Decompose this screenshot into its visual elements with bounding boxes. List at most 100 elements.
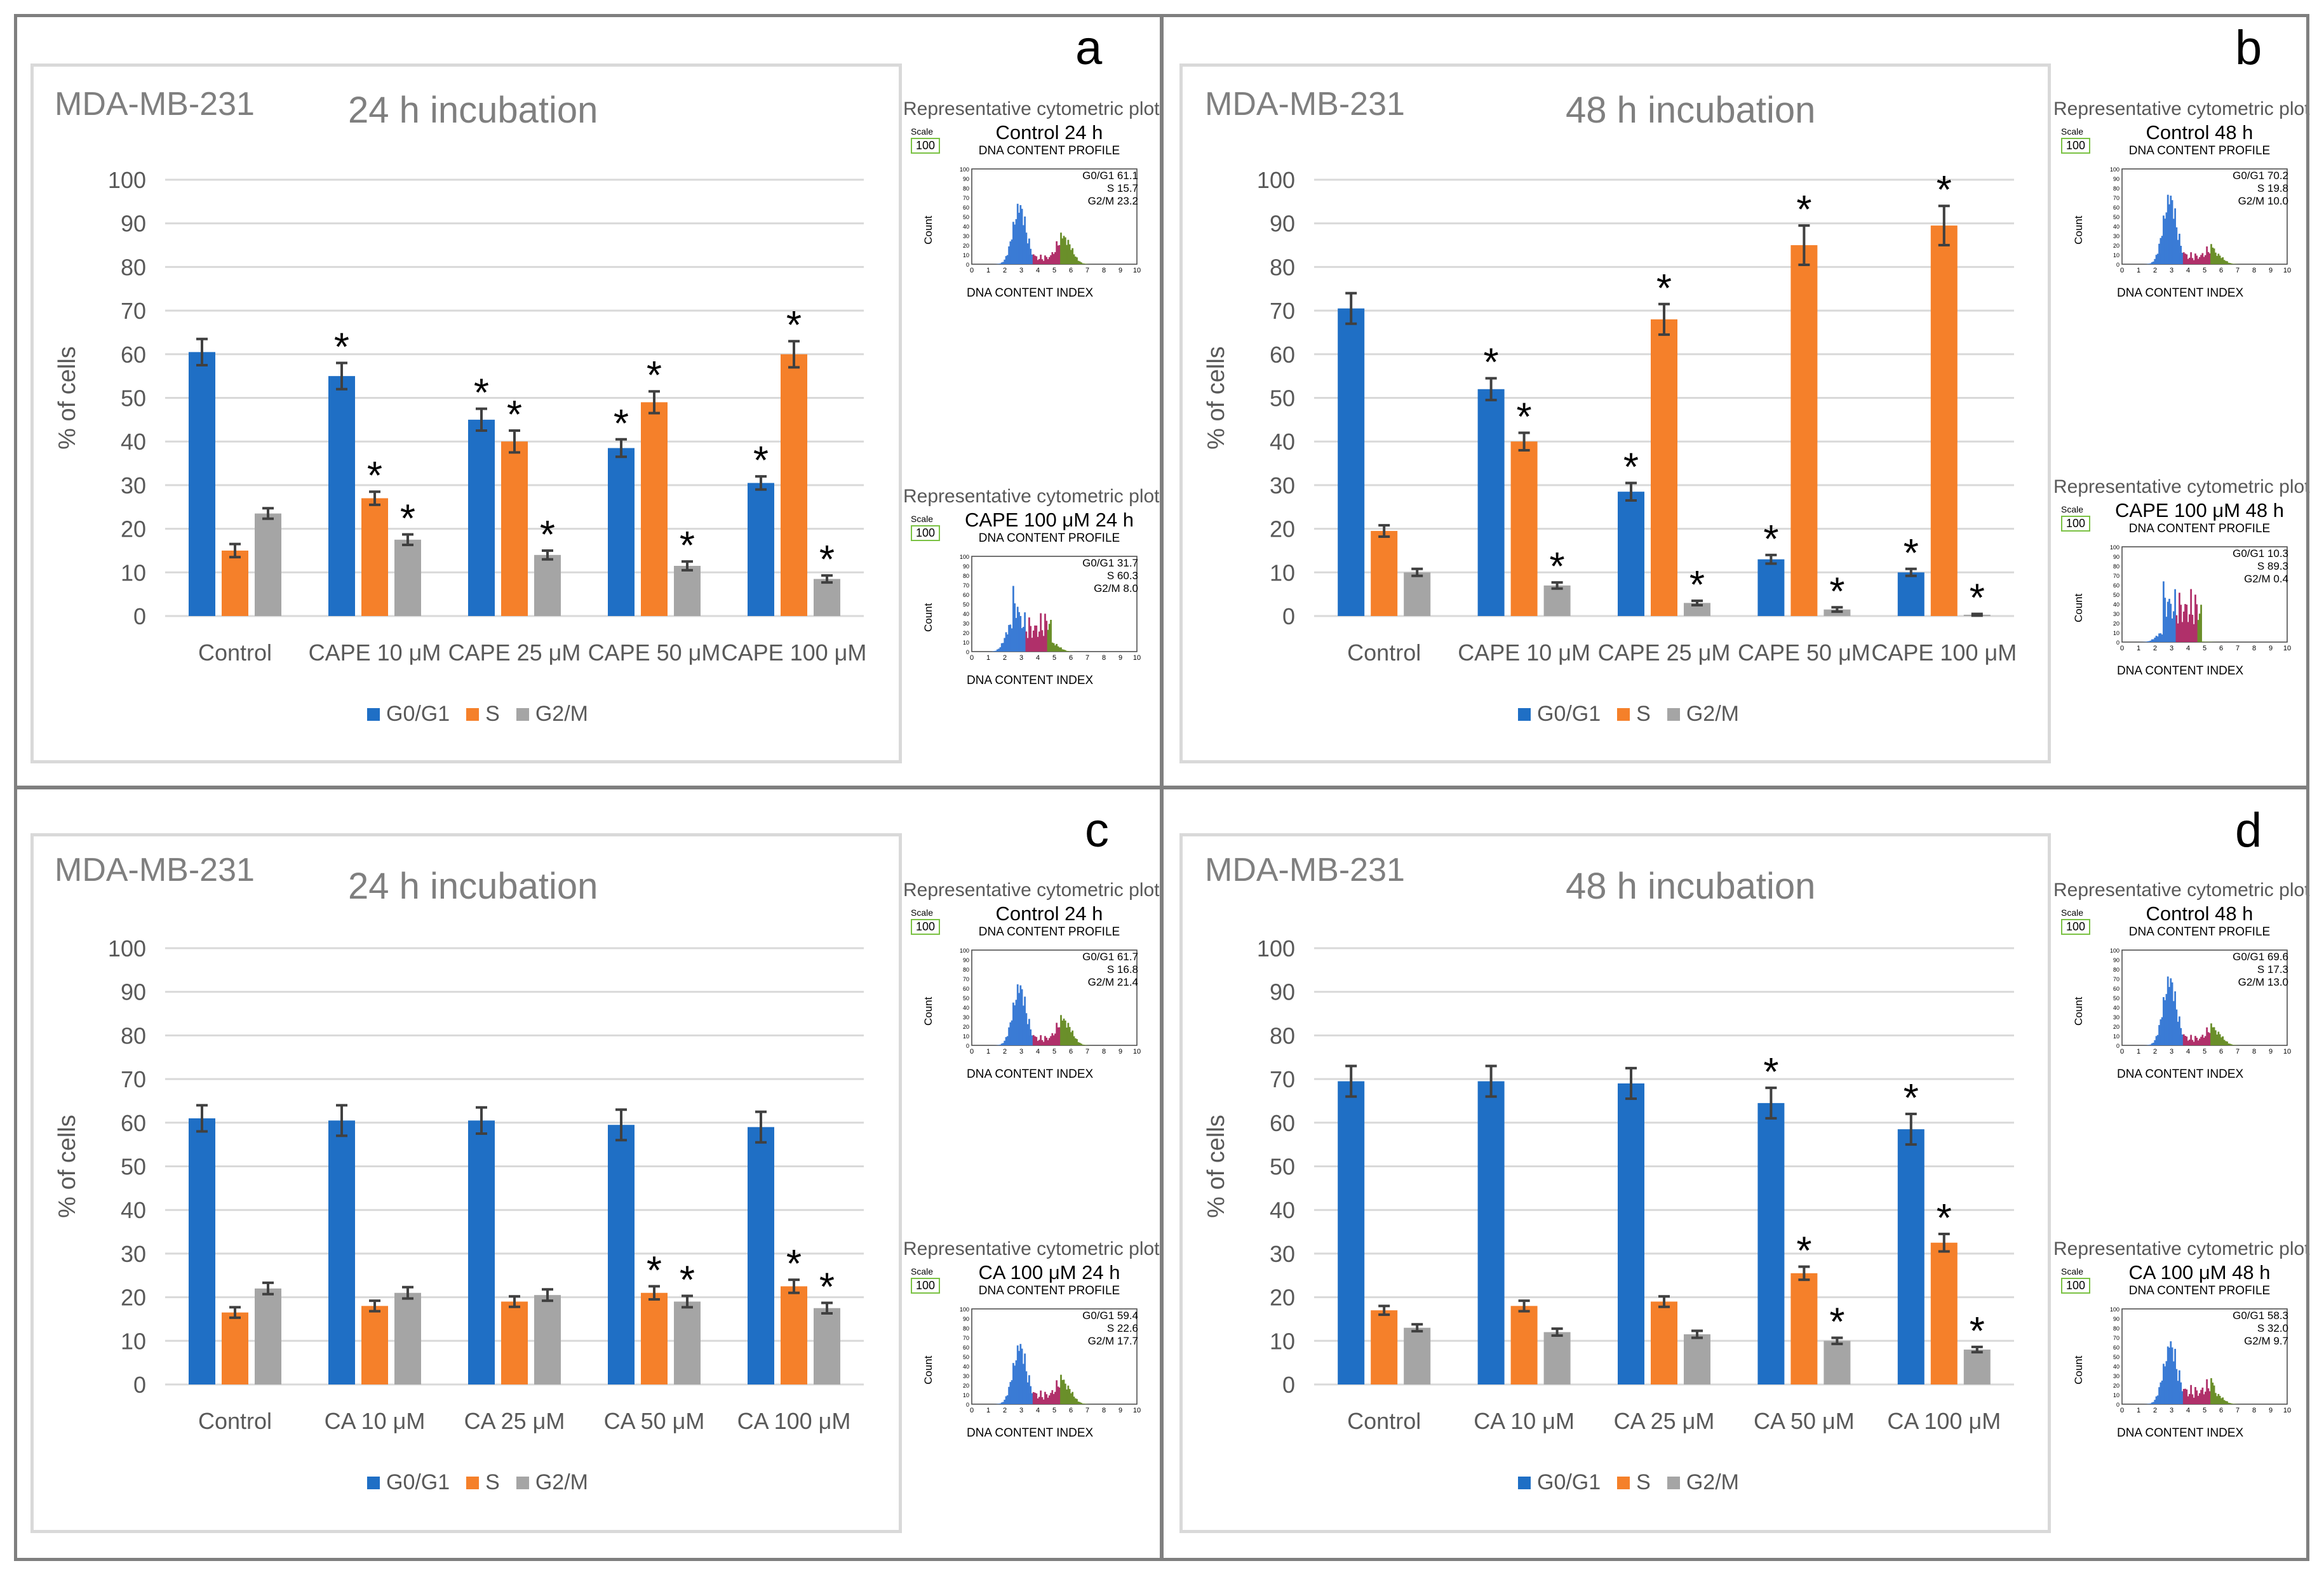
histogram: 00 1 10 2 20 3 30 4 40 5 50 6 60 7 70 8 80 9 90 10 100 xyxy=(960,554,1141,661)
histogram-bar xyxy=(993,650,996,652)
histogram-y-tick: 60 xyxy=(2113,986,2119,992)
histogram-bar xyxy=(2181,1034,2184,1045)
histogram-bar xyxy=(1012,1002,1014,1045)
histogram-y-tick: 80 xyxy=(963,967,969,973)
bar-g0g1 xyxy=(748,483,774,616)
histogram-bar xyxy=(2171,982,2173,1045)
sample-name: CAPE 100 μM 24 h xyxy=(965,509,1134,531)
histogram-x-tick: 7 xyxy=(2236,267,2240,274)
legend-swatch-g2m xyxy=(516,707,529,721)
histogram-x-tick: 0 xyxy=(2120,1407,2124,1414)
histogram-y-tick: 70 xyxy=(2113,1335,2119,1341)
histogram-y-tick: 70 xyxy=(963,582,969,589)
histogram-y-tick: 60 xyxy=(963,592,969,598)
profile-x-label: DNA CONTENT INDEX xyxy=(967,674,1094,687)
y-tick-label: 100 xyxy=(108,935,146,962)
histogram-x-tick: 5 xyxy=(2203,645,2206,652)
histogram-bar xyxy=(2214,1030,2217,1045)
histogram-bar xyxy=(2158,1025,2160,1045)
profile-y-label: Count xyxy=(922,1355,934,1384)
bar-g0g1 xyxy=(1477,389,1505,616)
histogram-bar xyxy=(1009,624,1012,652)
stat-g2m: G2/M 8.0 xyxy=(1094,582,1138,594)
histogram-bar xyxy=(2159,1019,2162,1045)
histogram-bar xyxy=(1047,1397,1049,1404)
x-category-label: CAPE 50 μM xyxy=(588,640,721,666)
histogram-bar xyxy=(1015,219,1018,264)
histogram-bar xyxy=(1056,1380,1058,1404)
y-tick-label: 50 xyxy=(1270,1154,1295,1180)
histogram-y-tick: 90 xyxy=(2113,554,2119,560)
stat-g0g1: G0/G1 61.7 xyxy=(1082,951,1138,963)
bar-g0g1 xyxy=(328,376,355,616)
chart-legend: G0/G1 S G2/M xyxy=(367,1470,588,1495)
histogram-bar xyxy=(1077,1401,1080,1404)
bar-g0g1 xyxy=(1897,572,1924,616)
histogram-x-tick: 6 xyxy=(2219,645,2223,652)
sample-name: CAPE 100 μM 48 h xyxy=(2115,499,2284,521)
histogram-bar xyxy=(2224,260,2227,264)
bar-s xyxy=(1651,319,1677,616)
histogram-bar xyxy=(1031,638,1033,652)
bar-s xyxy=(361,1306,388,1384)
histogram-y-tick: 10 xyxy=(2113,1033,2119,1040)
histogram-y-tick: 30 xyxy=(963,233,969,239)
histogram-bar xyxy=(1054,252,1056,264)
histogram-bar xyxy=(2191,1040,2194,1045)
histogram-x-tick: 9 xyxy=(2269,267,2273,274)
bar-s xyxy=(501,441,528,616)
histogram-bar xyxy=(1052,643,1055,652)
x-category-label: CA 25 μM xyxy=(1614,1408,1715,1434)
legend-swatch-g2m xyxy=(1667,707,1680,721)
bar-s xyxy=(1790,1273,1818,1384)
significance-asterisk: * xyxy=(1904,1076,1919,1120)
histogram-x-tick: 8 xyxy=(2252,1407,2256,1414)
histogram-bar xyxy=(2172,1001,2175,1045)
histogram-y-tick: 40 xyxy=(2113,1364,2119,1370)
y-tick-label: 50 xyxy=(1270,385,1295,412)
histogram-bar xyxy=(1016,1345,1019,1404)
histogram-x-tick: 0 xyxy=(2120,267,2124,274)
y-tick-label: 10 xyxy=(121,1328,146,1354)
histogram-y-tick: 60 xyxy=(2113,1344,2119,1351)
histogram-bar xyxy=(2161,236,2163,264)
histogram-y-tick: 40 xyxy=(963,1005,969,1011)
histogram-bar xyxy=(1061,1021,1064,1045)
histogram-bar xyxy=(2163,1364,2165,1404)
y-tick-label: 90 xyxy=(1270,211,1295,237)
histogram-bar xyxy=(2200,1390,2202,1404)
histogram-x-tick: 4 xyxy=(1036,1048,1040,1055)
significance-asterisk: * xyxy=(1970,577,1985,620)
histogram-x-tick: 3 xyxy=(2170,267,2173,274)
histogram-bar xyxy=(1060,1015,1062,1045)
y-tick-label: 0 xyxy=(133,1372,146,1398)
sample-name: Control 48 h xyxy=(2146,902,2253,925)
histogram-bar xyxy=(1021,628,1023,652)
histogram-bar xyxy=(1078,261,1081,264)
histogram-bar xyxy=(2220,1398,2222,1404)
bar-s xyxy=(1930,1242,1958,1384)
histogram-bar xyxy=(1073,1036,1075,1045)
histogram-bar xyxy=(2190,1384,2193,1404)
x-category-label: CA 50 μM xyxy=(604,1408,705,1434)
scale-label: Scale xyxy=(911,908,934,918)
sample-name: CA 100 μM 48 h xyxy=(2128,1261,2271,1283)
x-category-label: CA 10 μM xyxy=(1474,1408,1575,1434)
histogram-bar xyxy=(2170,1341,2172,1404)
histogram-bar xyxy=(2151,262,2153,264)
histogram-bar xyxy=(2227,262,2230,264)
scale-label: Scale xyxy=(911,126,934,137)
histogram-bar xyxy=(1044,1036,1046,1045)
histogram-y-tick: 40 xyxy=(2113,224,2119,230)
bar-s xyxy=(641,1292,668,1384)
histogram-bar xyxy=(1078,1402,1081,1404)
histogram-bar xyxy=(2151,639,2153,642)
histogram-bar xyxy=(2203,1037,2205,1045)
chart-title: 48 h incubation xyxy=(1566,90,1816,131)
histogram-bar xyxy=(2186,1389,2188,1404)
histogram-bar xyxy=(1000,1402,1003,1404)
histogram-bar xyxy=(1066,1028,1068,1045)
histogram-x-tick: 8 xyxy=(2252,267,2256,274)
histogram: 00 1 10 2 20 3 30 4 40 5 50 6 60 7 70 8 80 9 90 10 100 xyxy=(2110,1306,2291,1414)
histogram-bar xyxy=(1040,1390,1042,1404)
